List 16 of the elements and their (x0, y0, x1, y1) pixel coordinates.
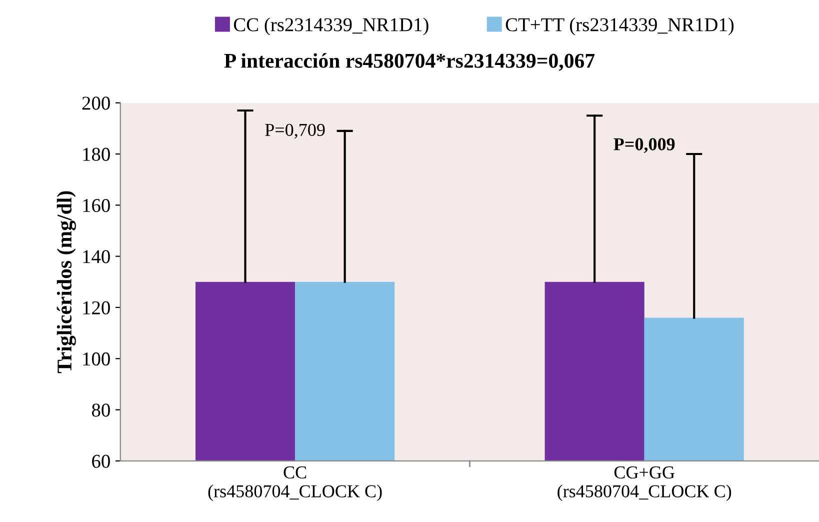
y-tick-label: 160 (83, 198, 110, 212)
y-tick-label: 100 (83, 352, 110, 366)
y-tick-label: 60 (92, 454, 110, 468)
x-tick-label: CC (rs4580704_CLOCK C) (208, 466, 382, 502)
y-tick-label: 180 (83, 148, 110, 161)
chart-title: P interacción rs4580704*rs2314339=0,067 (224, 53, 595, 71)
y-tick-label: 200 (82, 96, 110, 110)
y-axis-title: Triglicéridos (mg/dl) (56, 191, 76, 374)
annotation: P=0,709 (265, 124, 325, 139)
y-tick-label: 140 (83, 250, 110, 264)
legend-label: CC (rs2314339_NR1D1) (234, 18, 428, 36)
y-tick-label: 120 (83, 301, 110, 314)
x-tick-label: CG+GG (rs4580704_CLOCK C) (558, 466, 732, 502)
annotation: P=0,009 (614, 138, 675, 153)
legend-label: CT+TT (rs2314339_NR1D1) (506, 18, 734, 36)
y-tick-label: 80 (92, 404, 110, 417)
